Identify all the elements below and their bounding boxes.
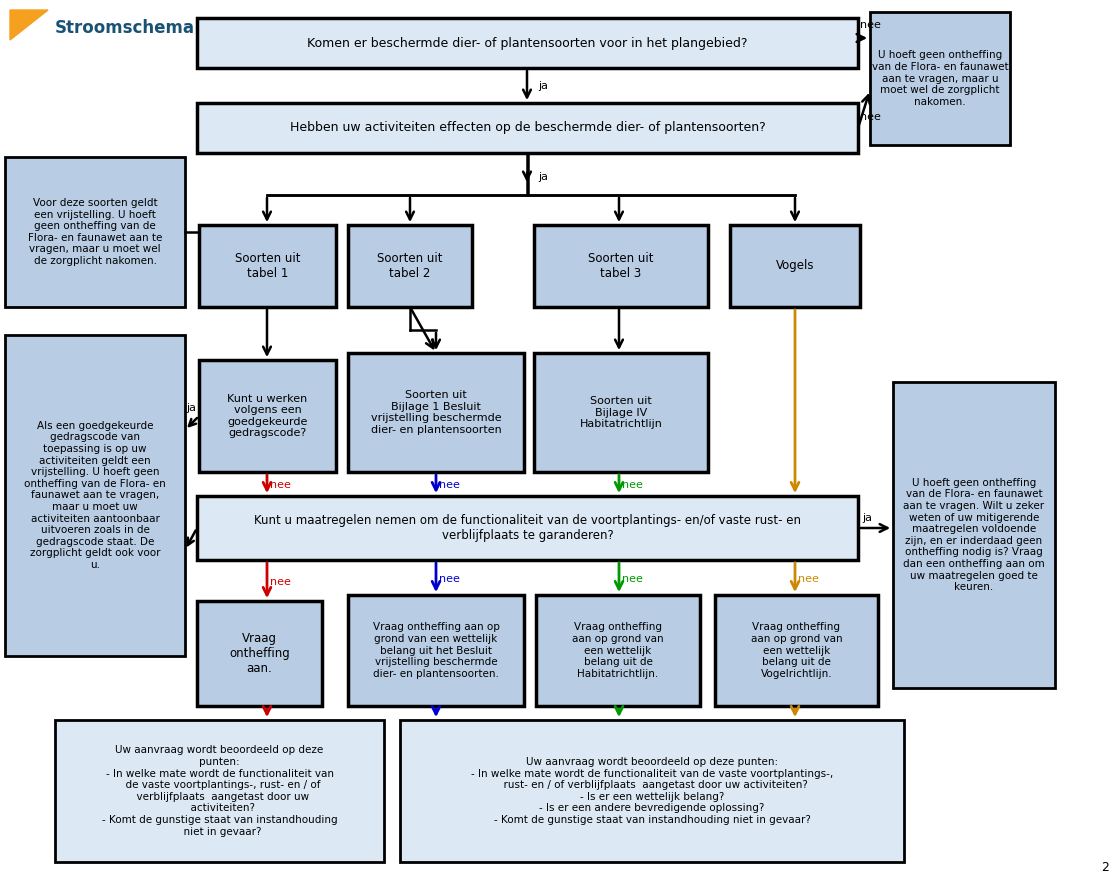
Text: nee: nee xyxy=(798,574,819,584)
Text: U hoeft geen ontheffing
van de Flora- en faunawet
aan te vragen. Wilt u zeker
we: U hoeft geen ontheffing van de Flora- en… xyxy=(904,477,1044,592)
Text: 2: 2 xyxy=(1101,861,1109,874)
FancyBboxPatch shape xyxy=(534,225,708,307)
FancyBboxPatch shape xyxy=(4,335,185,656)
Text: Vogels: Vogels xyxy=(775,260,814,272)
FancyBboxPatch shape xyxy=(349,595,524,706)
Text: nee: nee xyxy=(860,112,881,122)
Text: Soorten uit
tabel 3: Soorten uit tabel 3 xyxy=(589,252,653,280)
FancyBboxPatch shape xyxy=(731,225,860,307)
Text: Stroomschema: Stroomschema xyxy=(55,19,195,37)
Text: nee: nee xyxy=(270,480,290,490)
Text: Als een goedgekeurde
gedragscode van
toepassing is op uw
activiteiten geldt een
: Als een goedgekeurde gedragscode van toe… xyxy=(25,421,166,570)
Text: nee: nee xyxy=(860,20,881,30)
FancyBboxPatch shape xyxy=(349,225,472,307)
FancyBboxPatch shape xyxy=(199,360,336,472)
Text: Vraag ontheffing
aan op grond van
een wettelijk
belang uit de
Habitatrichtlijn.: Vraag ontheffing aan op grond van een we… xyxy=(572,622,663,679)
Text: nee: nee xyxy=(439,480,460,490)
Text: nee: nee xyxy=(270,577,290,587)
FancyBboxPatch shape xyxy=(715,595,878,706)
Text: nee: nee xyxy=(622,574,643,584)
Text: Vraag
ontheffing
aan.: Vraag ontheffing aan. xyxy=(229,632,290,675)
FancyBboxPatch shape xyxy=(349,353,524,472)
Text: ja: ja xyxy=(538,172,548,182)
Text: Soorten uit
tabel 2: Soorten uit tabel 2 xyxy=(378,252,442,280)
Text: Vraag ontheffing aan op
grond van een wettelijk
belang uit het Besluit
vrijstell: Vraag ontheffing aan op grond van een we… xyxy=(373,622,499,679)
Text: nee: nee xyxy=(622,480,643,490)
Text: Hebben uw activiteiten effecten op de beschermde dier- of plantensoorten?: Hebben uw activiteiten effecten op de be… xyxy=(289,121,765,134)
Text: Vraag ontheffing
aan op grond van
een wettelijk
belang uit de
Vogelrichtlijn.: Vraag ontheffing aan op grond van een we… xyxy=(751,622,842,679)
FancyBboxPatch shape xyxy=(197,18,858,68)
FancyBboxPatch shape xyxy=(534,353,708,472)
FancyBboxPatch shape xyxy=(197,601,322,706)
FancyBboxPatch shape xyxy=(892,382,1054,688)
FancyBboxPatch shape xyxy=(4,157,185,307)
Text: ja: ja xyxy=(187,403,195,413)
Text: ja: ja xyxy=(538,81,548,91)
Text: U hoeft geen ontheffing
van de Flora- en faunawet
aan te vragen, maar u
moet wel: U hoeft geen ontheffing van de Flora- en… xyxy=(871,50,1009,107)
FancyBboxPatch shape xyxy=(870,12,1010,145)
FancyBboxPatch shape xyxy=(197,496,858,560)
Text: Komen er beschermde dier- of plantensoorten voor in het plangebied?: Komen er beschermde dier- of plantensoor… xyxy=(307,36,747,50)
FancyBboxPatch shape xyxy=(197,103,858,153)
Text: Kunt u maatregelen nemen om de functionaliteit van de voortplantings- en/of vast: Kunt u maatregelen nemen om de functiona… xyxy=(254,514,801,542)
Text: Soorten uit
Bijlage IV
Habitatrichtlijn: Soorten uit Bijlage IV Habitatrichtlijn xyxy=(580,396,662,429)
Text: Voor deze soorten geldt
een vrijstelling. U hoeft
geen ontheffing van de
Flora- : Voor deze soorten geldt een vrijstelling… xyxy=(28,198,162,266)
FancyBboxPatch shape xyxy=(536,595,700,706)
Polygon shape xyxy=(10,10,48,40)
Text: Uw aanvraag wordt beoordeeld op deze punten:
- In welke mate wordt de functional: Uw aanvraag wordt beoordeeld op deze pun… xyxy=(471,757,833,825)
Text: Soorten uit
tabel 1: Soorten uit tabel 1 xyxy=(235,252,300,280)
FancyBboxPatch shape xyxy=(55,720,384,862)
FancyBboxPatch shape xyxy=(400,720,904,862)
Text: ja: ja xyxy=(862,513,872,523)
Text: nee: nee xyxy=(439,574,460,584)
Text: Uw aanvraag wordt beoordeeld op deze
punten:
- In welke mate wordt de functional: Uw aanvraag wordt beoordeeld op deze pun… xyxy=(102,745,337,836)
Text: Kunt u werken
volgens een
goedgekeurde
gedragscode?: Kunt u werken volgens een goedgekeurde g… xyxy=(228,393,307,438)
FancyBboxPatch shape xyxy=(199,225,336,307)
Text: Soorten uit
Bijlage 1 Besluit
vrijstelling beschermde
dier- en plantensoorten: Soorten uit Bijlage 1 Besluit vrijstelli… xyxy=(371,390,502,435)
